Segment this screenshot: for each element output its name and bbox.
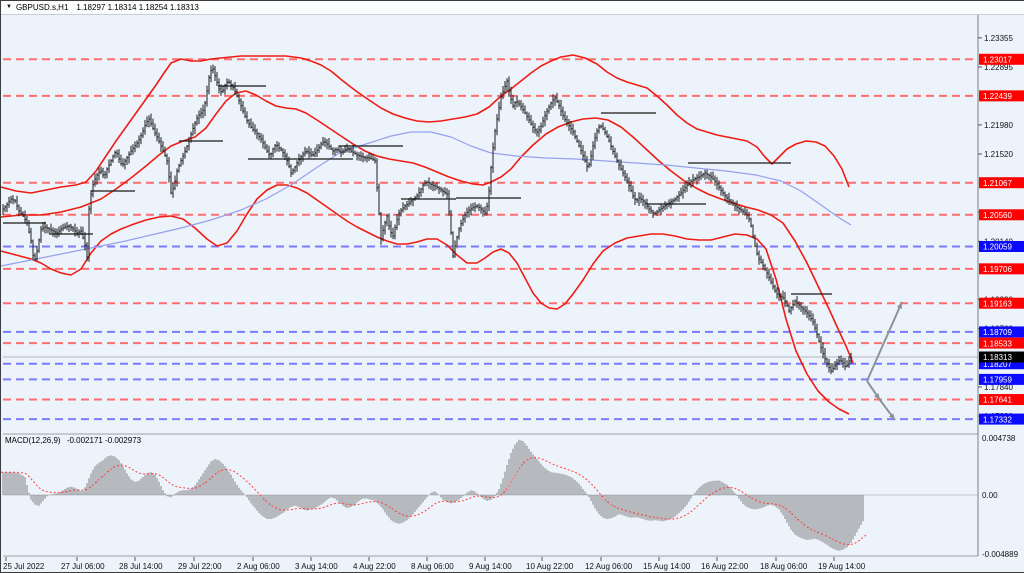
time-tick-label: 2 Aug 06:00 [237, 562, 280, 571]
macd-axis-bottom-label: -0.004889 [982, 550, 1019, 559]
price-tick-label: 1.21980 [984, 121, 1013, 130]
macd-indicator-label: MACD(12,26,9) -0.002171 -0.002973 [5, 436, 141, 445]
resistance-price-badge-label: 1.20560 [983, 211, 1012, 220]
time-tick-label: 18 Aug 06:00 [760, 562, 808, 571]
macd-name: MACD(12,26,9) [5, 436, 61, 445]
time-axis[interactable]: 25 Jul 2022 27 Jul 06:00 28 Jul 14:00 29 Ju… [3, 557, 866, 571]
resistance-price-badge [979, 337, 1024, 349]
resistance-price-badge [979, 263, 1024, 275]
current-price-badge [979, 351, 1024, 363]
symbol-title: GBPUSD.s,H1 [15, 3, 69, 12]
price-tick-label: 1.23355 [984, 34, 1013, 43]
support-price-badge-label: 1.18207 [983, 360, 1012, 369]
price-bars [2, 64, 853, 375]
resistance-price-badge [979, 394, 1024, 406]
current-price-badge-label: 1.18313 [983, 353, 1012, 362]
resistance-price-badge [979, 209, 1024, 221]
projection-arrows[interactable] [866, 301, 903, 421]
macd-values: -0.002171 -0.002973 [66, 436, 142, 445]
macd-axis-top-label: 0.004738 [982, 434, 1016, 443]
support-price-badge [979, 358, 1024, 370]
resistance-price-badge-label: 1.22439 [983, 92, 1012, 101]
price-tick-label: 1.22895 [984, 63, 1013, 72]
resistance-price-badge-label: 1.21067 [983, 179, 1012, 188]
resistance-price-badge-label: 1.17641 [983, 396, 1012, 405]
support-price-badge [979, 373, 1024, 385]
resistance-price-badge [979, 90, 1024, 102]
resistance-price-badge-label: 1.18533 [983, 339, 1012, 348]
resistance-price-badge [979, 297, 1024, 309]
time-tick-label: 16 Aug 22:00 [701, 562, 749, 571]
time-tick-label: 15 Aug 14:00 [643, 562, 691, 571]
resistance-price-badge [979, 177, 1024, 189]
support-price-badge [979, 413, 1024, 425]
support-price-badge-label: 1.20059 [983, 243, 1012, 252]
time-tick-label: 29 Jul 22:00 [178, 562, 222, 571]
time-tick-label: 10 Aug 22:00 [526, 562, 574, 571]
time-tick-label: 9 Aug 14:00 [469, 562, 512, 571]
ohlc-quote: 1.18297 1.18314 1.18254 1.18313 [76, 3, 199, 12]
resistance-price-badge-label: 1.19163 [983, 299, 1012, 308]
macd-axis-zero-label: 0.00 [982, 491, 998, 500]
time-tick-label: 4 Aug 22:00 [353, 562, 396, 571]
time-tick-label: 28 Jul 14:00 [119, 562, 163, 571]
time-tick-label: 25 Jul 2022 [3, 562, 45, 571]
resistance-price-badge [979, 53, 1024, 65]
resistance-price-badge-label: 1.23017 [983, 55, 1012, 64]
symbol-dropdown-icon[interactable]: ▼ [6, 4, 12, 10]
support-price-badge-label: 1.17332 [983, 415, 1012, 424]
chart-canvas[interactable]: 1.238151.233551.228951.219801.215201.206… [1, 14, 1024, 573]
support-price-badge-label: 1.17959 [983, 376, 1012, 385]
moving-average-line [1, 131, 852, 267]
price-tick-label: 1.17840 [984, 383, 1013, 392]
time-tick-label: 8 Aug 06:00 [411, 562, 454, 571]
time-tick-label: 19 Aug 14:00 [818, 562, 866, 571]
resistance-price-badge-label: 1.19706 [983, 265, 1012, 274]
price-tick-label: 1.21520 [984, 150, 1013, 159]
swing-line-segments[interactable] [3, 85, 832, 295]
time-tick-label: 12 Aug 06:00 [585, 562, 633, 571]
macd-pane [1, 433, 978, 557]
title-bar: ▼ GBPUSD.s,H1 1.18297 1.18314 1.18254 1.… [1, 1, 1024, 15]
price-badges: 1.23017 1.22439 1.21067 1.20560 1.19706 1.191… [979, 53, 1024, 425]
support-price-badge-label: 1.18709 [983, 328, 1012, 337]
support-price-badge [979, 240, 1024, 252]
time-tick-label: 3 Aug 14:00 [295, 562, 338, 571]
support-price-badge [979, 326, 1024, 338]
time-tick-label: 27 Jul 06:00 [61, 562, 105, 571]
